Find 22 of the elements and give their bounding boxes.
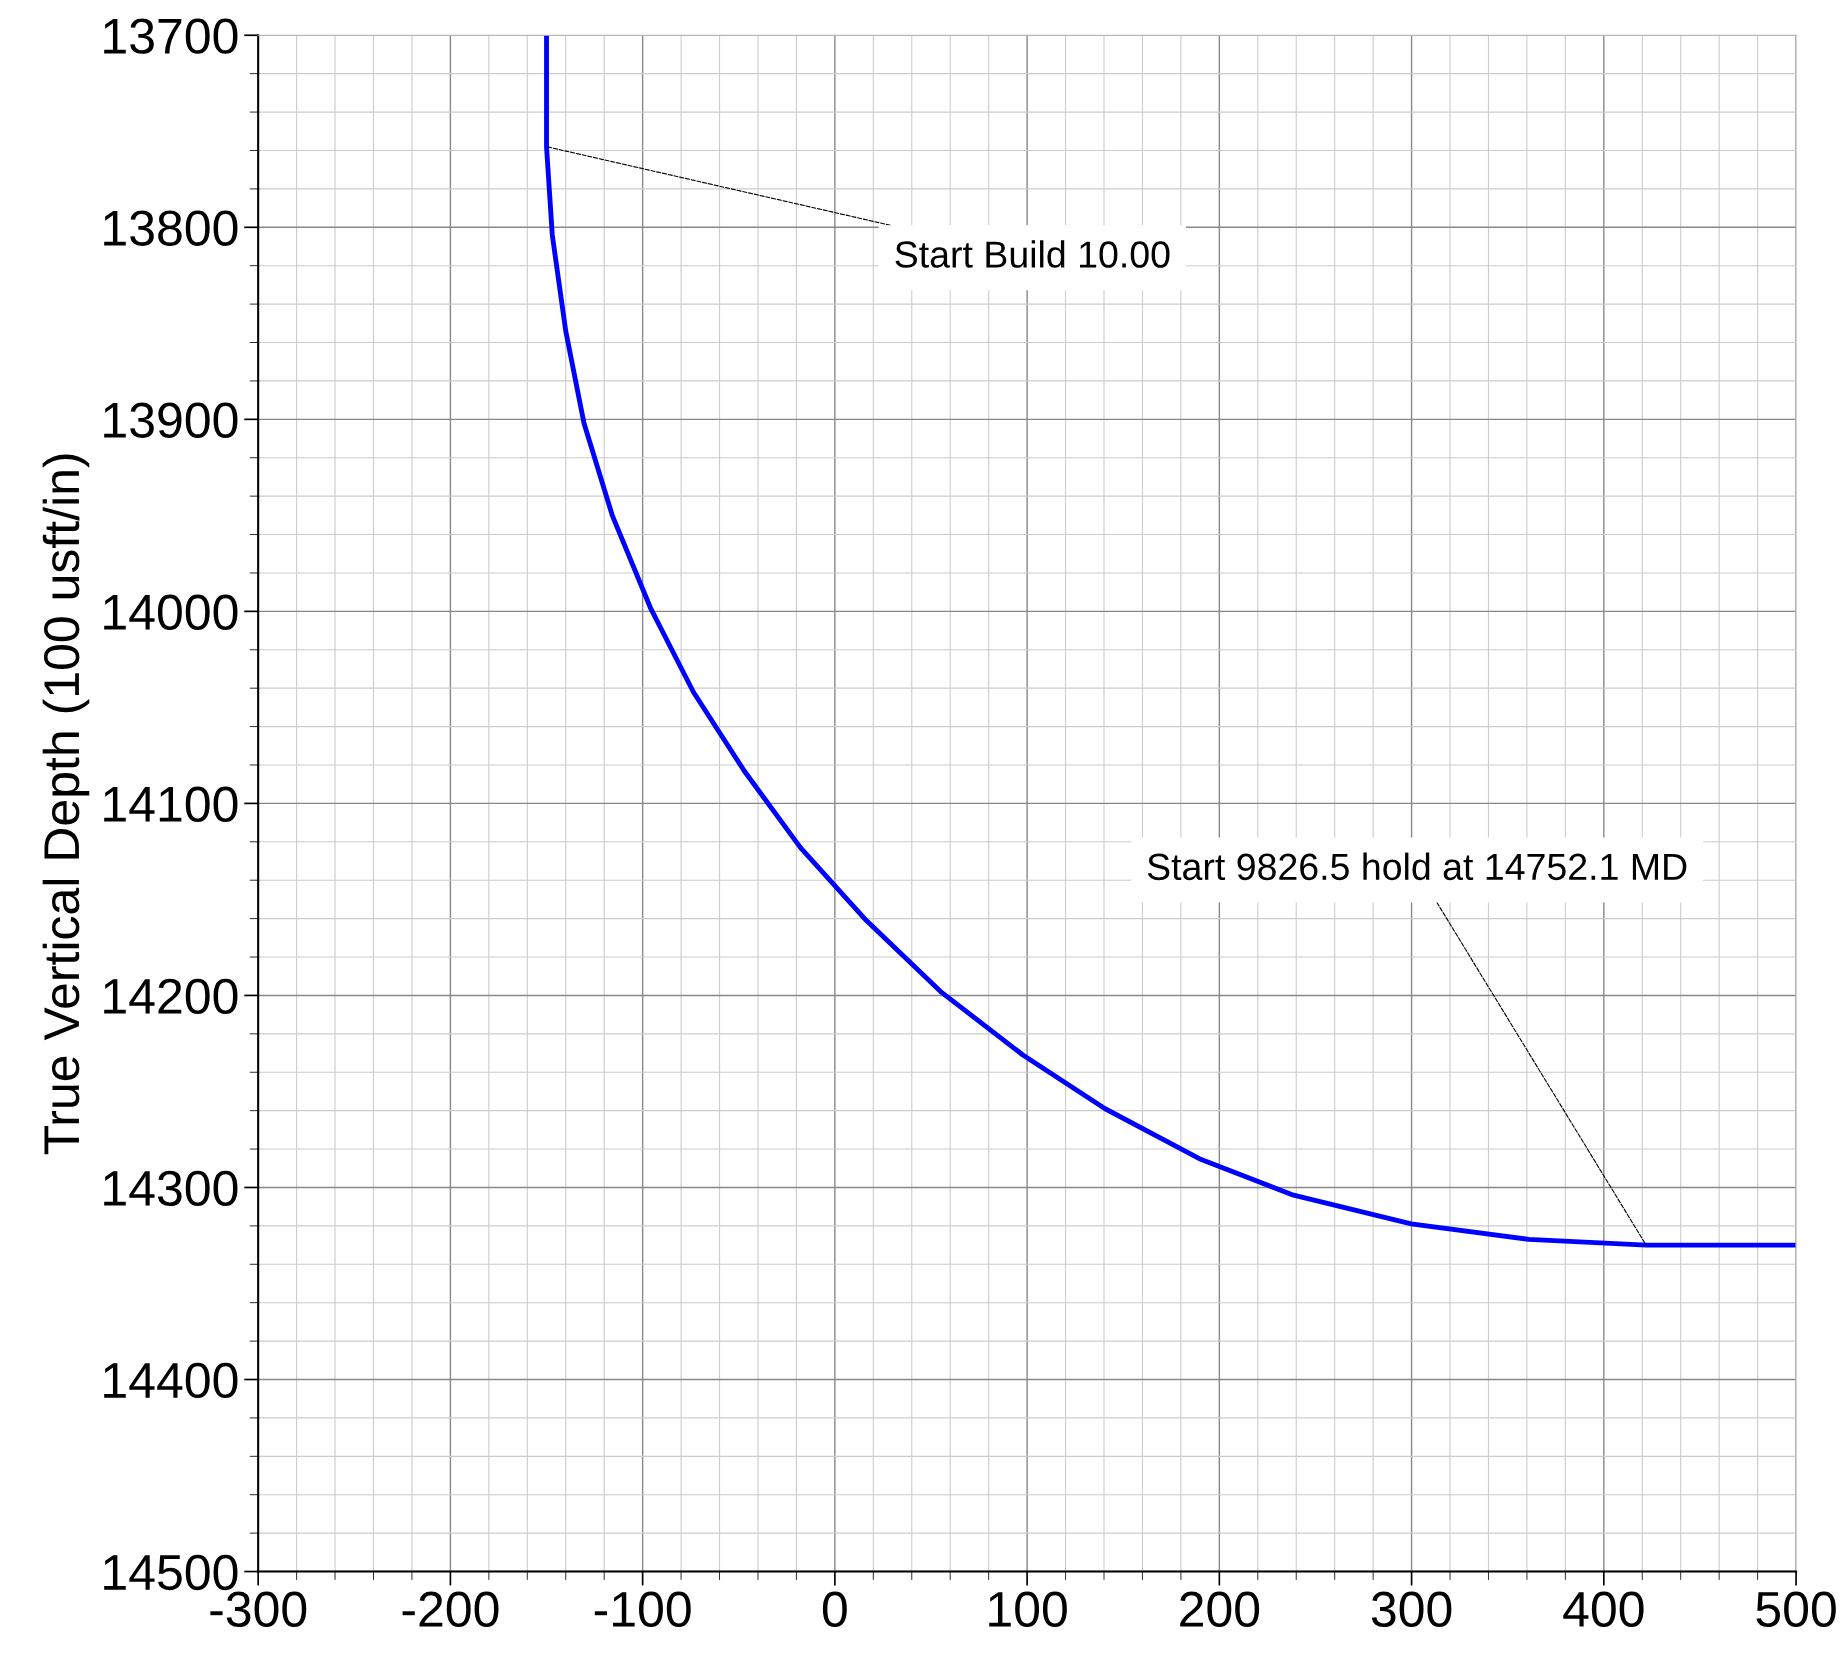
x-tick-label: -100 (594, 1591, 691, 1628)
y-tick-label: 13900 (104, 402, 238, 438)
y-tick-label: 14400 (104, 1362, 238, 1399)
y-tick-label: 13800 (104, 210, 238, 246)
y-axis-title: True Vertical Depth (100 usft/in) (42, 454, 90, 1155)
x-tick-label: 300 (1371, 1591, 1452, 1628)
y-tick-label: 13700 (104, 18, 238, 54)
x-tick-label: 0 (822, 1591, 847, 1628)
x-tick-label: -300 (210, 1591, 307, 1628)
y-tick-label: 14500 (104, 1554, 238, 1591)
x-tick-label: 500 (1756, 1591, 1836, 1628)
y-tick-label: 14200 (104, 978, 238, 1015)
annotation: Start Build 10.00 (895, 240, 1170, 268)
line-series (544, 35, 1797, 1248)
y-tick-label: 14300 (104, 1170, 238, 1207)
annotation: Start 9826.5 hold at 14752.1 MD (1147, 852, 1687, 881)
y-tick-label: 14000 (104, 594, 238, 630)
x-tick-label: -200 (402, 1591, 499, 1628)
x-tick-label: 200 (1180, 1591, 1260, 1628)
y-tick-label: 14100 (104, 786, 238, 823)
x-tick-label: 400 (1563, 1591, 1644, 1628)
x-tick-label: 100 (989, 1591, 1067, 1628)
